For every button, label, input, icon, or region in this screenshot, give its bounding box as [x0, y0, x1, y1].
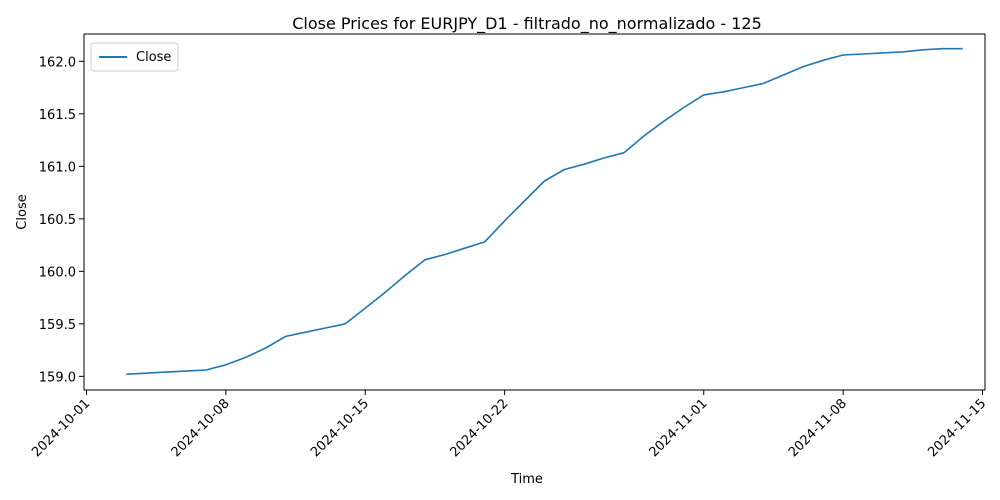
chart-title: Close Prices for EURJPY_D1 - filtrado_no… — [292, 14, 762, 34]
y-tick-label: 159.0 — [39, 370, 76, 385]
y-tick-label: 160.0 — [39, 265, 76, 280]
y-axis: 159.0 159.5 160.0 160.5 161.0 161.5 162.0 — [39, 55, 84, 385]
series-line-close — [126, 47, 963, 375]
y-tick-label: 160.5 — [39, 213, 76, 228]
x-tick-label: 2024-10-22 — [447, 396, 511, 460]
y-tick-label: 161.0 — [39, 160, 76, 175]
legend-box — [90, 42, 179, 72]
y-tick-label: 159.5 — [39, 318, 76, 333]
x-axis: 2024-10-01 2024-10-08 2024-10-15 2024-10-22… — [29, 390, 989, 460]
x-tick-label: 2024-10-08 — [169, 396, 233, 460]
legend-label-close: Close — [136, 50, 171, 65]
y-tick-label: 161.5 — [39, 108, 76, 123]
x-tick-label: 2024-10-01 — [29, 396, 93, 460]
y-axis-label: Close — [15, 194, 30, 229]
y-tick-label: 162.0 — [39, 55, 76, 70]
plot-frame — [83, 33, 986, 391]
x-tick-label: 2024-11-15 — [925, 396, 989, 460]
legend: Close — [90, 42, 179, 72]
series-layer — [126, 47, 963, 375]
x-axis-label: Time — [510, 472, 543, 487]
plot-area — [83, 33, 986, 391]
x-tick-label: 2024-11-08 — [786, 396, 850, 460]
x-tick-label: 2024-10-15 — [308, 396, 372, 460]
x-tick-label: 2024-11-01 — [647, 396, 711, 460]
